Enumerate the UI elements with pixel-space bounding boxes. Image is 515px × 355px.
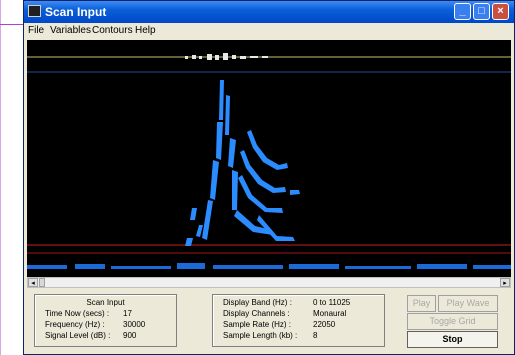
title-bar[interactable]: Scan Input _ □ ×: [24, 1, 514, 23]
stop-button[interactable]: Stop: [407, 331, 498, 348]
scan-panel-title: Scan Input: [86, 298, 125, 307]
spectrogram-harmonics: [185, 80, 300, 246]
sample-rate-value: 22050: [313, 320, 336, 329]
callout-guide: [0, 0, 1, 355]
scroll-thumb[interactable]: [39, 278, 45, 287]
sample-length-row: Sample Length (kb) : 8: [223, 331, 317, 340]
menu-contours[interactable]: Contours: [92, 25, 133, 36]
display-band-row: Display Band (Hz) : 0 to 11025: [223, 298, 350, 307]
callout-pointer: [0, 24, 30, 25]
signal-level-row: Signal Level (dB) : 900: [45, 331, 136, 340]
time-now-label: Time Now (secs) :: [45, 309, 110, 318]
time-now-row: Time Now (secs) : 17: [45, 309, 132, 318]
window-title: Scan Input: [45, 5, 107, 19]
maximize-button[interactable]: □: [473, 3, 490, 20]
display-channels-value: Monaural: [313, 309, 347, 318]
sample-rate-row: Sample Rate (Hz) : 22050: [223, 320, 335, 329]
frequency-label: Frequency (Hz) :: [45, 320, 105, 329]
spectrogram-canvas: [27, 53, 511, 269]
toggle-grid-button[interactable]: Toggle Grid: [407, 313, 498, 330]
display-band-value: 0 to 11025: [313, 298, 351, 307]
play-button[interactable]: Play: [407, 295, 436, 312]
display-band-label: Display Band (Hz) :: [223, 298, 292, 307]
scan-input-window: Scan Input _ □ × File Variables Contours…: [23, 0, 515, 355]
horizontal-scrollbar[interactable]: ◂ ▸: [27, 277, 511, 288]
minimize-button[interactable]: _: [454, 3, 471, 20]
menu-bar: File Variables Contours Help: [24, 23, 514, 39]
menu-help[interactable]: Help: [135, 25, 156, 36]
signal-level-value: 900: [123, 331, 137, 340]
display-settings-panel: Display Band (Hz) : 0 to 11025 Display C…: [212, 294, 385, 347]
bottom-noise-band: [27, 263, 511, 269]
display-channels-row: Display Channels : Monaural: [223, 309, 346, 318]
top-signal-trace: [185, 53, 268, 60]
scan-input-panel: Scan Input Time Now (secs) : 17 Frequenc…: [34, 294, 177, 347]
menu-variables[interactable]: Variables: [50, 25, 91, 36]
sample-rate-label: Sample Rate (Hz) :: [223, 320, 292, 329]
close-button[interactable]: ×: [492, 3, 509, 20]
frequency-value: 30000: [123, 320, 146, 329]
scroll-right-icon[interactable]: ▸: [500, 278, 510, 287]
play-wave-button[interactable]: Play Wave: [438, 295, 498, 312]
sample-length-value: 8: [313, 331, 318, 340]
display-channels-label: Display Channels :: [223, 309, 290, 318]
spectrogram-display[interactable]: [27, 40, 511, 277]
signal-level-label: Signal Level (dB) :: [45, 331, 111, 340]
menu-file[interactable]: File: [28, 25, 45, 36]
frequency-row: Frequency (Hz) : 30000: [45, 320, 145, 329]
app-icon: [28, 5, 41, 17]
sample-length-label: Sample Length (kb) :: [223, 331, 298, 340]
time-now-value: 17: [123, 309, 132, 318]
scroll-left-icon[interactable]: ◂: [28, 278, 38, 287]
